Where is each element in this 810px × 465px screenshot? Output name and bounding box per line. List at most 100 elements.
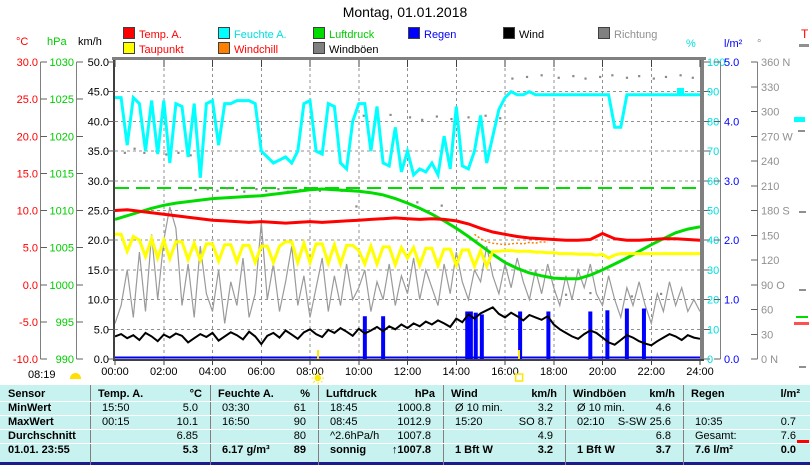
sunset-square-icon (514, 373, 524, 382)
cutoff-gray-dash-5 (799, 366, 806, 368)
direction-dot (557, 76, 560, 79)
sunrise-ray (320, 380, 323, 383)
direction-dot (189, 154, 192, 157)
direction-dot (416, 201, 419, 204)
direction-dot (599, 75, 602, 79)
table-cell-value: 4.6 (655, 402, 671, 414)
table-col-unit: l/m² (780, 388, 800, 400)
table-cell-text: 18:45 (330, 402, 358, 414)
table-col-header: Windböen (573, 388, 627, 400)
windspeed-tick-label: 10.0 (88, 295, 109, 307)
x-axis-label: 06:00 (247, 366, 275, 378)
temp-tick-label: -5.0 (19, 317, 38, 329)
humidity-tick-label: 80 (707, 116, 719, 128)
temp-tick-label: 25.0 (17, 94, 38, 106)
direction-dot (691, 76, 694, 79)
legend-label: Regen (424, 29, 457, 41)
plot-border-bottom (113, 359, 704, 361)
page-title: Montag, 01.01.2018 (342, 4, 468, 20)
rain-tick-label: 2.0 (724, 235, 739, 247)
humidity-tick-label: 30 (707, 265, 719, 277)
table-row-label: Sensor (8, 388, 46, 400)
windspeed-tick-label: 30.0 (88, 176, 109, 188)
table-row-separator (0, 415, 810, 416)
rain-bar (605, 310, 610, 359)
direction-dot (484, 114, 487, 117)
cutoff-green-dash (796, 316, 808, 318)
legend-item-richtung: Richtung (598, 27, 658, 41)
direction-dot (450, 117, 453, 121)
humidity-tick-label: 90 (707, 87, 719, 99)
direction-dot (226, 187, 229, 190)
direction-dot (133, 147, 136, 150)
cutoff-gray-dash-2 (798, 130, 805, 132)
direction-dot (206, 188, 209, 191)
legend-item-regen: Regen (408, 27, 457, 41)
direction-dot (362, 114, 365, 117)
x-axis-label: 16:00 (491, 366, 519, 378)
table-cell-text: 7.6 l/m² (695, 444, 733, 456)
x-axis-label: 10:00 (345, 366, 373, 378)
direction-dot (243, 190, 246, 193)
rain-bar (624, 308, 629, 359)
pressure-tick-label: 1020 (50, 131, 74, 143)
temp-tick-label: 15.0 (17, 168, 38, 180)
series-wind (114, 306, 701, 347)
table-cell-text: Gesamt: (695, 430, 737, 442)
direction-dot (572, 75, 575, 78)
table-cell-value: S-SW 25.6 (617, 416, 671, 428)
table-col-header: Feuchte A. (218, 388, 274, 400)
x-axis-label: 12:00 (394, 366, 422, 378)
table-column-separator (90, 385, 91, 465)
table-column-separator (443, 385, 444, 465)
cutoff-gray-dash-1 (799, 44, 809, 47)
table-cell-text: sonnig (330, 444, 367, 456)
series-windboeen (114, 206, 701, 326)
direction-dot (216, 189, 219, 192)
table-cell-text: 15:20 (455, 416, 483, 428)
direction-tick-label: 330 (761, 82, 779, 94)
cutoff-cyan-dash (794, 117, 805, 122)
weather-chart: 00:00 02:00 04:00 06:00 08:00 10:00 12:00 14:00… (13, 57, 793, 385)
table-cell-text: 03:30 (222, 402, 250, 414)
legend-swatch (503, 27, 515, 39)
pressure-tick-label: 995 (56, 317, 74, 329)
x-axis-label: 20:00 (589, 366, 617, 378)
table-row-label: 01.01. 23:55 (8, 444, 70, 456)
direction-tick-label: 210 (761, 181, 779, 193)
rain-bar (465, 311, 470, 359)
legend-label: Richtung (614, 29, 658, 41)
direction-dot (194, 188, 197, 192)
x-axis-label: 22:00 (637, 366, 665, 378)
sunrise-ray (312, 380, 316, 383)
direction-dot (660, 292, 663, 296)
direction-dot (625, 76, 629, 79)
rain-bar (362, 316, 367, 359)
direction-tick-label: 240 (761, 156, 779, 168)
legend-item-windchill: Windchill (218, 42, 278, 56)
humidity-tick-label: 10 (707, 324, 719, 336)
table-cell-value: 89 (293, 444, 306, 456)
table-cell-value: 1012.9 (397, 416, 431, 428)
table-col-header: Regen (691, 388, 725, 400)
table-cell-text: Ø 10 min. (455, 402, 503, 414)
table-cell-text: 1 Bft W (577, 444, 615, 456)
direction-dot (564, 293, 568, 296)
x-axis-label: 04:00 (199, 366, 227, 378)
direction-dot (499, 117, 502, 120)
direction-dot (630, 295, 633, 298)
table-cell-value: 90 (293, 416, 306, 428)
legend-swatch (123, 27, 135, 39)
table-column-separator (318, 385, 319, 465)
table-column-separator (683, 385, 684, 465)
rain-bar (641, 308, 646, 359)
pressure-tick-label: 1005 (50, 243, 74, 255)
legend-item-wind: Wind (503, 27, 544, 41)
direction-dot (511, 77, 514, 80)
legend-swatch (123, 42, 135, 54)
x-axis-label: 02:00 (150, 366, 178, 378)
series-feuchte (115, 89, 700, 180)
windspeed-axis-unit: km/h (78, 36, 102, 48)
table-cell-value: 80 (293, 430, 306, 442)
legend-swatch (408, 27, 420, 39)
